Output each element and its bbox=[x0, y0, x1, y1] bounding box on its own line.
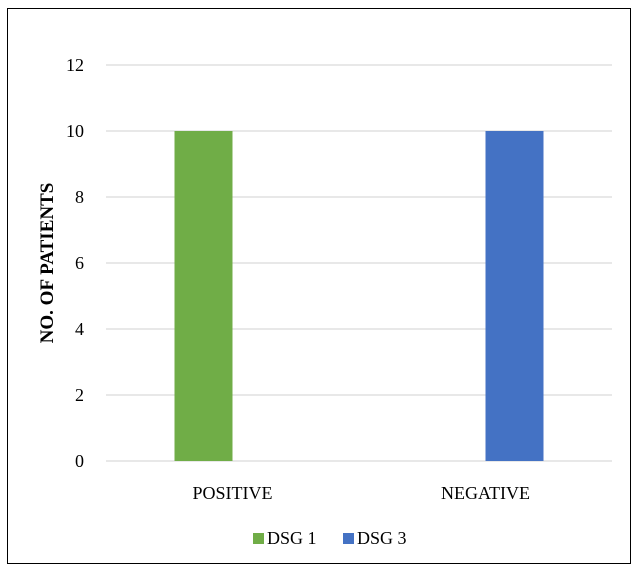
legend-swatch bbox=[253, 533, 264, 544]
y-axis-ticks: 0 2 4 6 8 10 12 bbox=[66, 55, 84, 471]
y-tick-label: 6 bbox=[75, 253, 84, 273]
legend-label: DSG 1 bbox=[267, 528, 317, 548]
y-tick-label: 8 bbox=[75, 187, 84, 207]
bar-dsg-3-negative bbox=[485, 131, 544, 461]
y-tick-label: 10 bbox=[66, 121, 84, 141]
legend: DSG 1 DSG 3 bbox=[253, 528, 407, 548]
y-tick-label: 12 bbox=[66, 55, 84, 75]
y-tick-label: 2 bbox=[75, 385, 84, 405]
y-tick-label: 4 bbox=[75, 319, 84, 339]
x-tick-label: NEGATIVE bbox=[441, 483, 530, 503]
x-axis-labels: POSITIVE NEGATIVE bbox=[193, 483, 530, 503]
x-tick-label: POSITIVE bbox=[193, 483, 273, 503]
y-axis-label: NO. OF PATIENTS bbox=[37, 183, 58, 344]
bar-dsg-1-positive bbox=[174, 131, 233, 461]
y-tick-label: 0 bbox=[75, 451, 84, 471]
bars bbox=[174, 131, 544, 461]
legend-label: DSG 3 bbox=[357, 528, 407, 548]
legend-swatch bbox=[343, 533, 354, 544]
